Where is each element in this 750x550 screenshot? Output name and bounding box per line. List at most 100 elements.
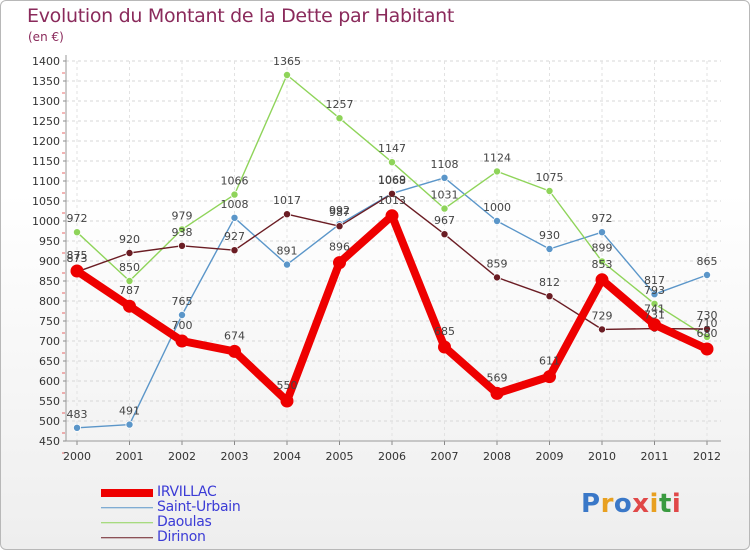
y-tick-label-700: 700 bbox=[39, 335, 60, 348]
point-irvillac-2007 bbox=[438, 340, 451, 354]
y-tick-label-1000: 1000 bbox=[32, 215, 60, 228]
data-label-dirinon-2009: 812 bbox=[539, 276, 560, 289]
y-tick-label-1100: 1100 bbox=[32, 175, 60, 188]
legend-label-dirinon: Dirinon bbox=[157, 529, 206, 545]
point-irvillac-2001 bbox=[123, 299, 136, 313]
data-label-dirinon-2006: 1068 bbox=[378, 174, 406, 187]
point-irvillac-2006 bbox=[385, 209, 399, 223]
data-label-saint-urbain-2002: 765 bbox=[172, 295, 193, 308]
point-daoulas-2011 bbox=[650, 299, 659, 308]
x-tick-label-2002: 2002 bbox=[168, 450, 196, 463]
data-label-irvillac-2007: 685 bbox=[434, 325, 455, 338]
data-label-dirinon-2011: 731 bbox=[644, 309, 665, 322]
point-irvillac-2010 bbox=[595, 273, 609, 287]
logo-letter: P bbox=[581, 489, 601, 519]
data-label-saint-urbain-2000: 483 bbox=[67, 408, 88, 421]
point-saint-urbain-2011 bbox=[650, 290, 659, 299]
data-label-daoulas-2003: 1066 bbox=[221, 175, 249, 188]
legend-swatch-daoulas bbox=[101, 521, 153, 524]
y-tick-label-1400: 1400 bbox=[32, 55, 60, 68]
data-label-saint-urbain-2009: 930 bbox=[539, 229, 560, 242]
data-label-daoulas-2002: 979 bbox=[172, 209, 193, 222]
point-irvillac-2002 bbox=[175, 334, 189, 348]
legend-label-daoulas: Daoulas bbox=[157, 514, 212, 530]
data-label-irvillac-2012: 680 bbox=[697, 327, 718, 340]
point-saint-urbain-2009 bbox=[545, 244, 554, 253]
point-daoulas-2002 bbox=[177, 225, 186, 234]
y-tick-label-1150: 1150 bbox=[32, 155, 60, 168]
point-saint-urbain-2003 bbox=[230, 213, 239, 222]
point-irvillac-2000 bbox=[70, 264, 84, 278]
x-tick-label-2005: 2005 bbox=[326, 450, 354, 463]
legend-label-saint-urbain: Saint-Urbain bbox=[157, 499, 241, 515]
point-irvillac-2003 bbox=[228, 344, 241, 358]
x-tick-label-2004: 2004 bbox=[273, 450, 301, 463]
point-dirinon-2006 bbox=[387, 189, 396, 198]
data-label-saint-urbain-2007: 1108 bbox=[431, 158, 459, 171]
logo-letter: i bbox=[649, 489, 659, 519]
y-tick-label-450: 450 bbox=[39, 435, 60, 448]
point-saint-urbain-2008 bbox=[492, 216, 501, 225]
legend-label-irvillac: IRVILLAC bbox=[157, 484, 217, 500]
y-tick-label-600: 600 bbox=[39, 375, 60, 388]
data-label-irvillac-2001: 787 bbox=[119, 284, 140, 297]
point-saint-urbain-2002 bbox=[177, 310, 186, 319]
y-tick-label-1200: 1200 bbox=[32, 135, 60, 148]
y-tick-label-1350: 1350 bbox=[32, 75, 60, 88]
data-label-dirinon-2003: 927 bbox=[224, 230, 245, 243]
x-tick-label-2011: 2011 bbox=[641, 450, 669, 463]
data-label-irvillac-2009: 611 bbox=[539, 355, 560, 368]
data-label-irvillac-2005: 896 bbox=[329, 241, 350, 254]
point-daoulas-2003 bbox=[230, 190, 239, 199]
point-daoulas-2006 bbox=[387, 158, 396, 167]
data-labels: 483 491 765 1008 891 992 1069 1108 1000 930 972 817… bbox=[67, 55, 718, 421]
x-tick-label-2010: 2010 bbox=[588, 450, 616, 463]
x-tick-label-2009: 2009 bbox=[536, 450, 564, 463]
point-dirinon-2012 bbox=[703, 324, 712, 333]
data-label-saint-urbain-2010: 972 bbox=[592, 212, 613, 225]
point-saint-urbain-2010 bbox=[598, 228, 607, 237]
data-label-dirinon-2012: 730 bbox=[697, 309, 718, 322]
y-tick-label-950: 950 bbox=[39, 235, 60, 248]
x-tick-label-2007: 2007 bbox=[431, 450, 459, 463]
point-saint-urbain-2000 bbox=[73, 423, 82, 432]
point-saint-urbain-2001 bbox=[125, 420, 134, 429]
data-label-saint-urbain-2008: 1000 bbox=[483, 201, 511, 214]
x-tick-label-2000: 2000 bbox=[63, 450, 91, 463]
x-tick-label-2003: 2003 bbox=[221, 450, 249, 463]
point-daoulas-2005 bbox=[335, 114, 344, 123]
logo-letter: r bbox=[600, 489, 614, 519]
data-label-daoulas-2000: 972 bbox=[67, 212, 88, 225]
data-label-irvillac-2011: 741 bbox=[644, 303, 665, 316]
point-daoulas-2009 bbox=[545, 186, 554, 195]
data-label-dirinon-2002: 938 bbox=[172, 226, 193, 239]
chart-title: Evolution du Montant de la Dette par Hab… bbox=[27, 5, 455, 27]
point-daoulas-2004 bbox=[282, 71, 291, 80]
logo-letter: t bbox=[658, 489, 672, 519]
data-label-daoulas-2006: 1147 bbox=[378, 142, 406, 155]
point-daoulas-2010 bbox=[598, 257, 607, 266]
data-label-irvillac-2008: 569 bbox=[487, 371, 508, 384]
data-label-dirinon-2008: 859 bbox=[487, 257, 508, 270]
point-dirinon-2004 bbox=[282, 210, 291, 219]
point-dirinon-2002 bbox=[177, 241, 186, 250]
data-label-irvillac-2004: 550 bbox=[277, 379, 298, 392]
data-label-saint-urbain-2003: 1008 bbox=[221, 198, 249, 211]
y-tick-label-500: 500 bbox=[39, 415, 60, 428]
data-label-dirinon-2001: 920 bbox=[119, 233, 140, 246]
data-label-saint-urbain-2001: 491 bbox=[119, 405, 140, 418]
point-daoulas-2000 bbox=[73, 228, 82, 237]
series-lines bbox=[70, 71, 714, 432]
data-label-dirinon-2005: 987 bbox=[329, 206, 350, 219]
point-irvillac-2008 bbox=[490, 386, 504, 400]
data-label-daoulas-2001: 850 bbox=[119, 261, 140, 274]
data-label-irvillac-2006: 1013 bbox=[378, 194, 406, 207]
point-daoulas-2007 bbox=[440, 204, 449, 213]
data-label-daoulas-2005: 1257 bbox=[326, 98, 354, 111]
point-saint-urbain-2007 bbox=[440, 173, 449, 182]
y-tick-label-1050: 1050 bbox=[32, 195, 60, 208]
data-label-saint-urbain-2005: 992 bbox=[329, 204, 350, 217]
proxiti-logo: Proxiti bbox=[581, 489, 681, 519]
point-dirinon-2010 bbox=[598, 325, 607, 334]
